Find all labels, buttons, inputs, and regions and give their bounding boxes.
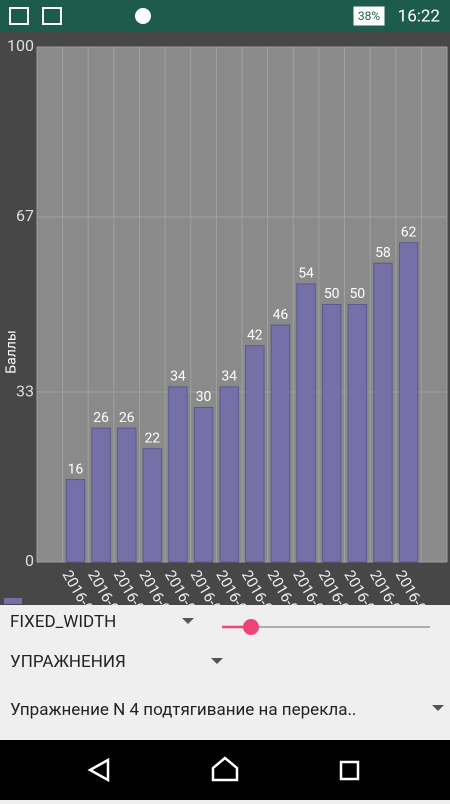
value-label: 50 xyxy=(349,286,365,302)
value-label: 30 xyxy=(196,389,212,405)
controls-decor xyxy=(182,618,444,711)
y-tick-label: 67 xyxy=(16,206,34,225)
bar xyxy=(270,324,291,563)
icon xyxy=(9,7,29,25)
bar xyxy=(168,386,188,563)
value-label: 16 xyxy=(68,461,84,477)
bar xyxy=(296,283,316,563)
battery-icon xyxy=(353,6,385,26)
y-tick-label: 0 xyxy=(25,551,34,570)
bar xyxy=(91,427,111,563)
dropdown-arrow xyxy=(182,618,194,624)
y-tick-label: 100 xyxy=(7,36,34,55)
group-dropdown[interactable]: УПРАЖНЕНИЯ xyxy=(10,652,126,672)
value-label: 22 xyxy=(144,430,160,446)
dropdown-arrow xyxy=(432,705,444,711)
slider-thumb[interactable] xyxy=(243,619,259,635)
battery: 38% xyxy=(358,9,380,23)
nav-icons xyxy=(87,756,360,783)
value-label: 34 xyxy=(170,369,186,385)
bar xyxy=(321,304,342,563)
value-label: 26 xyxy=(119,410,135,426)
y-axis-label: Баллы xyxy=(4,330,20,374)
value-label: 54 xyxy=(298,266,314,282)
value-label: 42 xyxy=(247,327,263,343)
icon xyxy=(42,7,62,25)
dropdown-arrow xyxy=(211,658,223,664)
home-button[interactable] xyxy=(211,756,239,782)
legend-swatch xyxy=(4,598,22,604)
bar-mode-dropdown[interactable]: FIXED_WIDTH xyxy=(10,612,117,632)
bar xyxy=(116,427,137,563)
status-icons: 38% 16:22 xyxy=(9,6,440,26)
nav-bar xyxy=(0,740,450,800)
status-bar: 38% 16:22 xyxy=(0,0,450,32)
value-label: 34 xyxy=(221,369,237,385)
value-label: 46 xyxy=(273,307,289,323)
bar xyxy=(65,479,86,563)
exercise-dropdown[interactable]: Упражнение N 4 подтягивание на перекла.. xyxy=(10,700,357,720)
value-label: 26 xyxy=(93,410,109,426)
bar xyxy=(142,448,163,563)
bar xyxy=(398,242,419,563)
bar xyxy=(347,304,368,563)
time: 16:22 xyxy=(398,6,440,26)
bar xyxy=(373,262,393,563)
value-label: 50 xyxy=(324,286,340,302)
value-label: 58 xyxy=(375,245,391,261)
bar xyxy=(193,407,214,563)
value-label: 62 xyxy=(401,224,417,240)
icon xyxy=(135,8,151,24)
recents-button[interactable] xyxy=(339,760,360,781)
bar xyxy=(219,386,239,563)
y-tick-label: 33 xyxy=(16,381,34,400)
bar xyxy=(245,345,265,563)
chart: Баллы 03367100162016-01262016-01262016-0… xyxy=(0,32,450,605)
back-button[interactable] xyxy=(87,757,110,783)
